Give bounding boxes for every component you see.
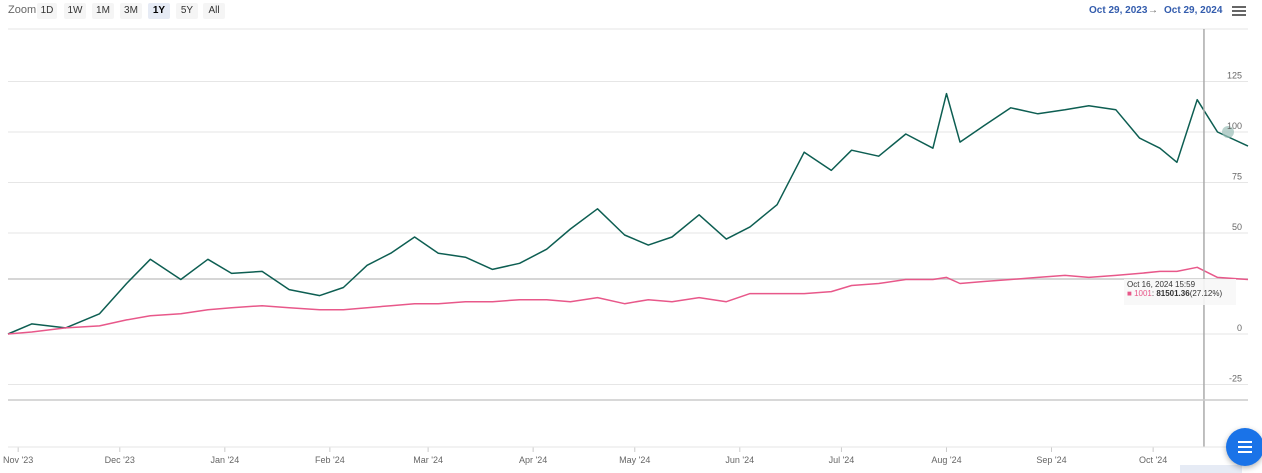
x-tick-label: Jan '24	[210, 455, 239, 465]
x-tick-label: Dec '23	[105, 455, 135, 465]
tooltip-date: Oct 16, 2024 15:59	[1127, 280, 1196, 289]
x-tick-label: Apr '24	[519, 455, 547, 465]
zoom-label: Zoom	[8, 4, 37, 16]
series-line-portfolio[interactable]	[7, 92, 1249, 335]
range-to-input[interactable]: Oct 29, 2024	[1164, 5, 1223, 16]
y-tick-label: 75	[1232, 172, 1242, 182]
range-from-input[interactable]: Oct 29, 2023	[1089, 5, 1148, 16]
y-tick-label: 0	[1237, 323, 1242, 333]
chart-tooltip: Oct 16, 2024 15:59 ■ 1001: 81501.36(27.1…	[1124, 279, 1236, 305]
tooltip-value: 81501.36	[1156, 289, 1190, 298]
navigator-mask[interactable]	[1180, 465, 1242, 473]
zoom-5y-button[interactable]: 5Y	[176, 3, 198, 19]
zoom-3m-button[interactable]: 3M	[120, 3, 142, 19]
x-tick-label: Jul '24	[829, 455, 855, 465]
x-tick-label: Aug '24	[931, 455, 961, 465]
tooltip-series-marker: ■	[1127, 289, 1135, 298]
zoom-1m-button[interactable]: 1M	[92, 3, 114, 19]
zoom-1w-button[interactable]: 1W	[64, 3, 86, 19]
tooltip-series-name: 1001	[1134, 289, 1152, 298]
x-tick-label: Mar '24	[413, 455, 443, 465]
zoom-1d-button[interactable]: 1D	[37, 3, 57, 19]
x-tick-label: Nov '23	[3, 455, 33, 465]
x-tick-label: Sep '24	[1036, 455, 1066, 465]
zoom-1y-button[interactable]: 1Y	[148, 3, 170, 19]
tooltip-value-line: ■ 1001: 81501.36(27.12%)	[1127, 289, 1223, 298]
x-tick-label: Oct '24	[1139, 455, 1167, 465]
y-tick-label: 50	[1232, 222, 1242, 232]
x-tick-label: May '24	[619, 455, 650, 465]
y-tick-label: 100	[1227, 121, 1242, 131]
x-tick-label: Feb '24	[315, 455, 345, 465]
y-tick-label: 125	[1227, 71, 1242, 81]
x-tick-label: Jun '24	[725, 455, 754, 465]
tooltip-change: (27.12%)	[1189, 289, 1223, 298]
hamburger-menu-icon[interactable]	[1232, 6, 1246, 18]
series-line-1001[interactable]	[7, 266, 1249, 335]
zoom-all-button[interactable]: All	[203, 3, 225, 19]
range-separator: →	[1148, 5, 1158, 16]
floating-menu-button[interactable]	[1226, 428, 1262, 466]
y-tick-label: -25	[1229, 374, 1242, 384]
hover-marker	[1222, 126, 1234, 138]
range-selector-toolbar: Zoom 1D 1W 1M 3M 1Y 5Y All Oct 29, 2023 …	[0, 0, 1262, 22]
